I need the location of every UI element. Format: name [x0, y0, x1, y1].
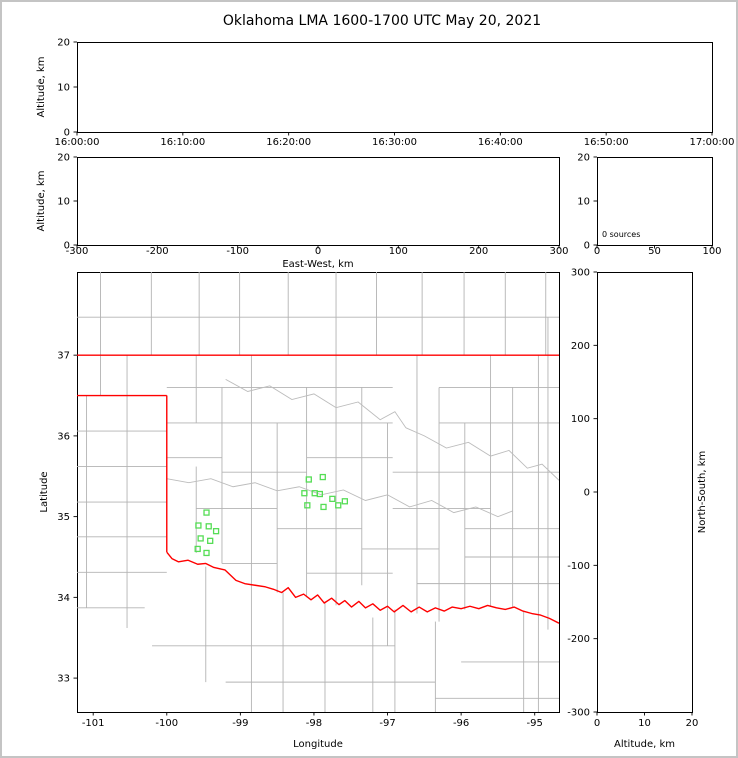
x-tick-label: -100 — [226, 246, 249, 257]
x-tick-label: 50 — [648, 246, 661, 257]
x-tick-label: -99 — [232, 718, 248, 729]
y-axis-label-time-height: Altitude, km — [36, 57, 47, 118]
y-tick-label: 300 — [571, 268, 590, 279]
x-tick-label: -95 — [527, 718, 543, 729]
river-line — [405, 427, 559, 481]
x-tick-label: 16:20:00 — [266, 137, 311, 148]
x-tick-label: 16:00:00 — [55, 137, 100, 148]
y-tick-label: 20 — [57, 153, 70, 164]
station-marker — [203, 509, 210, 516]
station-marker — [205, 523, 212, 530]
station-marker — [319, 473, 326, 481]
y-tick-label: 0 — [584, 488, 590, 499]
y-tick-label: 0 — [584, 241, 590, 252]
station-marker — [194, 545, 201, 553]
panel-ew_height — [77, 157, 560, 246]
x-tick-label: 16:50:00 — [584, 137, 629, 148]
y-tick-label: 10 — [57, 197, 70, 208]
chart-title: Oklahoma LMA 1600-1700 UTC May 20, 2021 — [222, 13, 542, 29]
y-tick-label: 33 — [57, 674, 70, 685]
y-axis-label-ew-height: Altitude, km — [36, 171, 47, 232]
station-marker — [305, 476, 312, 483]
x-tick-label: 20 — [686, 718, 699, 729]
x-tick-label: 10 — [638, 718, 651, 729]
x-tick-label: 0 — [594, 718, 600, 729]
x-tick-label: 16:30:00 — [372, 137, 417, 148]
x-tick-label: 17:00:00 — [690, 137, 735, 148]
x-tick-label: -200 — [146, 246, 169, 257]
station-marker — [197, 535, 204, 542]
x-tick-label: 16:10:00 — [160, 137, 205, 148]
panel-time_height — [77, 42, 713, 133]
y-tick-label: 0 — [64, 128, 70, 139]
station-marker — [195, 522, 202, 529]
station-marker — [335, 502, 342, 509]
river-line — [166, 478, 513, 518]
y-tick-label: 10 — [57, 83, 70, 94]
y-tick-label: -200 — [567, 634, 590, 645]
y-tick-label: 200 — [571, 341, 590, 352]
x-axis-label-map: Longitude — [293, 739, 343, 750]
station-marker — [304, 502, 311, 509]
y-tick-label: 20 — [57, 38, 70, 49]
station-marker — [203, 549, 210, 557]
station-marker — [341, 498, 349, 505]
station-marker — [212, 528, 220, 535]
x-tick-label: 0 — [594, 246, 600, 257]
panel-source_histogram — [597, 157, 713, 246]
x-tick-label: 16:40:00 — [478, 137, 523, 148]
y-tick-label: 10 — [577, 197, 590, 208]
y-tick-label: 37 — [57, 351, 70, 362]
x-tick-label: 200 — [469, 246, 488, 257]
x-tick-label: -100 — [155, 718, 178, 729]
x-axis-label-ew-height: East-West, km — [282, 259, 353, 270]
y-tick-label: -100 — [567, 561, 590, 572]
x-tick-label: 300 — [549, 246, 568, 257]
panel-plan_map — [77, 272, 560, 713]
x-tick-label: 100 — [389, 246, 408, 257]
x-tick-label: 100 — [702, 246, 721, 257]
y-tick-label: 34 — [57, 593, 70, 604]
map-layer — [77, 272, 559, 712]
x-axis-label-ns-height: Altitude, km — [614, 739, 675, 750]
panel-ns_height — [597, 272, 693, 713]
y-tick-label: 36 — [57, 431, 70, 442]
y-tick-label: 0 — [64, 241, 70, 252]
y-axis-label-map: Latitude — [39, 471, 50, 512]
station-marker — [301, 490, 308, 497]
x-tick-label: -300 — [66, 246, 89, 257]
y-tick-label: 20 — [577, 153, 590, 164]
histogram-annotation: 0 sources — [602, 230, 640, 239]
x-tick-label: -96 — [453, 718, 469, 729]
river-line — [225, 378, 407, 429]
x-tick-label: -101 — [82, 718, 105, 729]
y-axis-label-ns-height: North-South, km — [697, 451, 708, 534]
y-tick-label: -300 — [567, 708, 590, 719]
station-marker — [329, 495, 336, 503]
x-tick-label: 0 — [315, 246, 321, 257]
state-border-line — [166, 551, 559, 624]
x-tick-label: -98 — [306, 718, 322, 729]
x-tick-label: -97 — [379, 718, 395, 729]
y-tick-label: 100 — [571, 414, 590, 425]
y-tick-label: 35 — [57, 512, 70, 523]
station-marker — [320, 503, 327, 511]
station-marker — [207, 537, 214, 544]
station-marker — [316, 490, 323, 498]
